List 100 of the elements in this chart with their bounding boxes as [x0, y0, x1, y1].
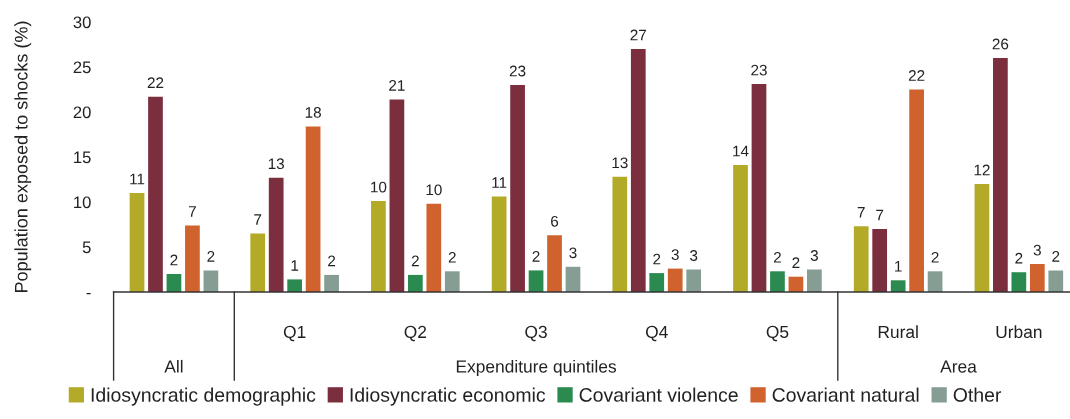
bar: [667, 268, 683, 292]
data-label: 21: [389, 80, 405, 91]
data-label: 13: [612, 157, 628, 169]
bar: [630, 49, 646, 292]
data-label: 2: [411, 255, 419, 267]
data-label: 11: [130, 173, 145, 185]
data-label: 2: [792, 257, 800, 268]
x-tick-label: Urban: [996, 325, 1042, 339]
y-tick-label: 30: [73, 16, 91, 29]
bar: [444, 271, 460, 292]
data-label: 1: [291, 260, 299, 271]
legend-label: Other: [953, 387, 1002, 402]
bar: [909, 89, 924, 292]
data-label: 13: [268, 158, 285, 170]
legend-label: Covariant natural: [772, 387, 919, 402]
legend-label: Idiosyncratic economic: [350, 387, 546, 406]
data-label: 12: [974, 164, 990, 176]
bar: [250, 233, 266, 292]
bar: [268, 177, 284, 292]
data-label: 26: [992, 38, 1009, 50]
bar: [872, 229, 888, 292]
data-label: 2: [207, 251, 215, 262]
bar: [148, 96, 163, 292]
legend-label: Covariant violence: [579, 387, 738, 402]
data-label: 23: [509, 65, 526, 77]
bar: [649, 273, 665, 292]
y-tick-label: -: [86, 292, 91, 295]
bar: [1011, 272, 1027, 292]
data-label: 2: [1052, 251, 1060, 262]
data-label: 23: [751, 64, 767, 76]
x-tick-label: Q3: [525, 325, 547, 342]
y-tick-label: 25: [73, 61, 91, 74]
bar: [185, 225, 200, 292]
bar: [853, 226, 869, 292]
bar: [407, 274, 423, 292]
data-label: 2: [931, 251, 939, 263]
bar: [733, 165, 748, 292]
bar: [686, 269, 702, 292]
bar: [324, 274, 339, 292]
text: Expenditure quintiles: [456, 359, 617, 377]
bar: [129, 193, 145, 292]
x-tick-label: Q1: [283, 325, 306, 342]
data-label: 22: [147, 77, 164, 88]
x-tick-label: Rural: [878, 325, 918, 339]
y-tick-label: 20: [73, 106, 91, 119]
data-label: 2: [170, 254, 178, 266]
data-label: 10: [371, 181, 387, 193]
bar: [1029, 264, 1045, 292]
bar: [166, 274, 182, 292]
data-label: 7: [876, 209, 884, 221]
data-label: 2: [532, 251, 540, 262]
data-label: 3: [569, 247, 577, 259]
legend-label: Idiosyncratic demographic: [91, 387, 316, 406]
data-label: 3: [1033, 244, 1041, 256]
y-tick-label: 15: [74, 151, 91, 164]
data-label: 18: [305, 107, 321, 118]
y-axis-title: Population exposed to shocks (%): [14, 21, 32, 293]
bar: [612, 176, 628, 292]
data-label: 2: [773, 251, 781, 263]
bar: [547, 235, 562, 292]
data-label: 2: [328, 255, 336, 267]
bar: [890, 280, 906, 292]
bar: [751, 84, 767, 292]
bar: [203, 270, 219, 292]
data-label: 27: [630, 29, 647, 41]
data-label: 7: [857, 207, 865, 218]
data-label: 3: [671, 249, 679, 261]
x-tick-label: Q4: [645, 325, 668, 342]
data-label: 3: [690, 250, 698, 261]
bar: [491, 196, 507, 292]
text: Area: [940, 360, 977, 373]
data-label: 2: [448, 251, 456, 263]
bar: [287, 279, 303, 292]
data-label: 2: [653, 253, 661, 265]
data-label: 22: [908, 70, 925, 81]
bar: [927, 271, 943, 292]
data-label: 6: [551, 215, 559, 227]
bar: [993, 58, 1008, 292]
data-label: 3: [810, 250, 818, 261]
data-label: 7: [254, 214, 262, 225]
data-label: 10: [426, 184, 442, 196]
bar: [974, 184, 990, 292]
bar: [371, 201, 386, 292]
x-tick-label: Q5: [766, 325, 789, 342]
bar: [1048, 270, 1064, 292]
y-tick-label: 10: [74, 196, 91, 209]
bar: [770, 271, 785, 292]
data-label: 1: [895, 261, 902, 272]
y-tick-label: 5: [82, 241, 91, 254]
bar: [426, 203, 442, 292]
bar: [807, 269, 822, 292]
text: All: [164, 359, 183, 373]
data-label: 14: [733, 145, 749, 157]
bar: [510, 85, 525, 292]
data-label: 11: [492, 177, 507, 188]
x-tick-label: Q2: [404, 325, 427, 342]
data-label: 2: [1015, 252, 1023, 264]
bar: [389, 99, 405, 292]
bar: [305, 126, 321, 292]
data-label: 7: [188, 206, 196, 217]
